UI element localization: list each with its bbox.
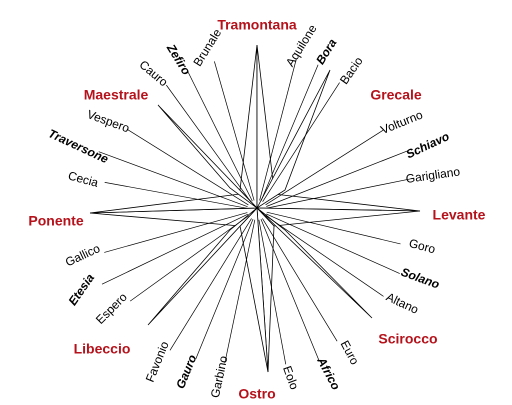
wind-ray-bacio bbox=[262, 82, 340, 202]
wind-label-cauro: Cauro bbox=[137, 57, 171, 89]
wind-label-brunale: Brunale bbox=[190, 26, 224, 69]
wind-label-favonio: Favonio bbox=[143, 339, 172, 384]
wind-label-schiavo: Schiavo bbox=[404, 129, 452, 161]
wind-ray-volturno bbox=[265, 129, 384, 206]
wind-rays bbox=[98, 59, 412, 365]
wind-label-altano: Altano bbox=[384, 290, 421, 317]
wind-label-libeccio: Libeccio bbox=[74, 341, 131, 357]
wind-ray-espero bbox=[129, 215, 249, 302]
wind-label-espero: Espero bbox=[93, 290, 130, 327]
wind-label-euro: Euro bbox=[338, 338, 362, 367]
wind-label-zefiro: Zefiro bbox=[163, 41, 193, 78]
star-diagonal-ne bbox=[255, 69, 331, 210]
wind-label-eolo: Eolo bbox=[280, 364, 301, 392]
wind-ray-gallico bbox=[104, 212, 248, 253]
wind-ray-favonio bbox=[169, 218, 252, 351]
wind-ray-eolo bbox=[258, 219, 287, 365]
compass-star bbox=[89, 44, 421, 373]
wind-label-vespero: Vespero bbox=[85, 107, 131, 135]
wind-label-ostro: Ostro bbox=[238, 386, 275, 402]
star-east-south-facet bbox=[256, 207, 421, 227]
wind-ray-solano bbox=[266, 213, 400, 274]
wind-label-ponente: Ponente bbox=[28, 213, 83, 229]
wind-ray-schiavo bbox=[266, 150, 408, 207]
wind-label-solano: Solano bbox=[399, 265, 441, 292]
wind-ray-goro bbox=[266, 211, 401, 245]
wind-label-etesia: Etesia bbox=[65, 271, 97, 308]
wind-label-bacio: Bacio bbox=[337, 54, 366, 87]
wind-ray-traversone bbox=[98, 151, 248, 208]
wind-label-volturno: Volturno bbox=[379, 107, 425, 137]
wind-label-maestrale: Maestrale bbox=[84, 87, 149, 103]
wind-label-scirocco: Scirocco bbox=[378, 331, 437, 347]
wind-ray-altano bbox=[265, 215, 384, 297]
wind-ray-garigliano bbox=[266, 178, 412, 209]
wind-ray-africo bbox=[260, 219, 320, 362]
wind-label-africo: Africo bbox=[314, 354, 343, 392]
wind-ray-garbino bbox=[224, 219, 256, 364]
wind-ray-brunale bbox=[214, 61, 255, 201]
wind-label-gallico: Gallico bbox=[63, 241, 102, 269]
wind-label-tramontana: Tramontana bbox=[217, 17, 297, 33]
wind-label-levante: Levante bbox=[433, 207, 486, 223]
wind-ray-zefiro bbox=[187, 72, 253, 202]
wind-ray-aquilone bbox=[259, 59, 297, 201]
wind-label-gauro: Gauro bbox=[173, 353, 199, 391]
wind-ray-vespero bbox=[126, 128, 249, 206]
wind-label-cecia: Cecia bbox=[67, 168, 101, 190]
wind-label-garbino: Garbino bbox=[208, 354, 231, 399]
star-diagonal-nw bbox=[157, 104, 258, 209]
wind-ray-gauro bbox=[195, 219, 254, 360]
wind-label-bora: Bora bbox=[313, 36, 340, 67]
star-north-west-facet bbox=[239, 44, 258, 210]
wind-ray-cecia bbox=[104, 182, 248, 209]
wind-ray-bora bbox=[260, 64, 319, 201]
wind-label-traversone: Traversone bbox=[46, 126, 111, 166]
wind-ray-etesia bbox=[101, 213, 249, 285]
wind-label-grecale: Grecale bbox=[370, 87, 422, 103]
wind-label-garigliano: Garigliano bbox=[405, 164, 461, 186]
wind-ray-euro bbox=[262, 218, 338, 342]
wind-ray-cauro bbox=[166, 84, 252, 203]
star-diagonal-sw bbox=[147, 207, 258, 326]
wind-label-goro: Goro bbox=[408, 236, 438, 257]
